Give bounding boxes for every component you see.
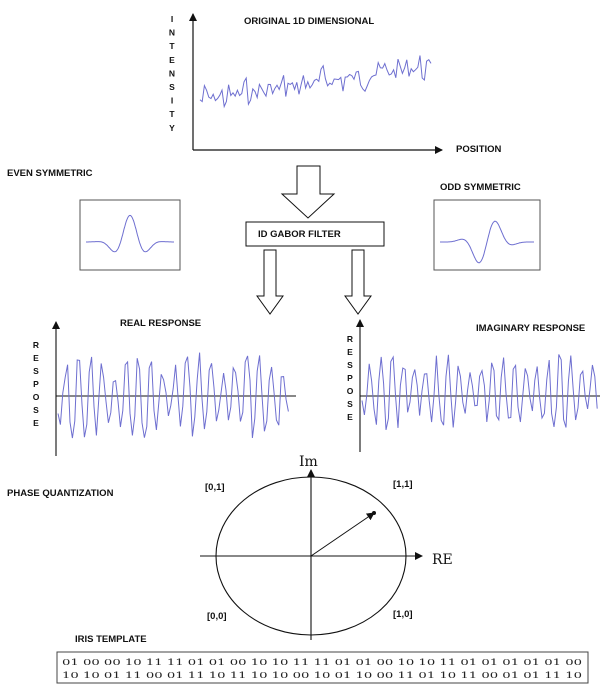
odd-symmetric-wave <box>440 220 534 264</box>
iris-template-row-2: 10 10 01 11 00 01 11 10 11 10 10 00 10 0… <box>62 671 582 681</box>
even-symmetric-box <box>79 199 181 271</box>
axis-letter: T <box>169 109 175 119</box>
axis-letter: S <box>33 405 39 415</box>
axis-letter: S <box>347 399 353 409</box>
iris-template-row-1: 01 00 00 10 11 11 01 01 00 10 10 11 11 0… <box>62 658 582 668</box>
filter-input-arrow <box>280 165 336 219</box>
original-signal-line <box>199 55 432 109</box>
axis-letter: E <box>33 418 39 428</box>
axis-letter: P <box>33 379 39 389</box>
axis-letter: I <box>171 14 173 24</box>
even-symmetric-label: EVEN SYMMETRIC <box>7 168 93 179</box>
imaginary-response-line <box>361 354 598 431</box>
real-output-arrow <box>256 249 284 315</box>
imaginary-response-title: IMAGINARY RESPONSE <box>476 323 585 334</box>
real-response-line <box>57 352 289 439</box>
axis-letter: O <box>33 392 40 402</box>
gabor-filter-label: ID GABOR FILTER <box>258 229 341 240</box>
iris-template-label: IRIS TEMPLATE <box>75 634 147 645</box>
axis-letter: T <box>169 41 175 51</box>
quadrant-11-label: [1,1] <box>393 479 413 490</box>
axis-letter: E <box>347 412 353 422</box>
re-axis-label: RE <box>432 552 453 568</box>
axis-letter: E <box>169 55 175 65</box>
imaginary-output-arrow <box>344 249 372 315</box>
unit-circle <box>215 476 407 636</box>
odd-symmetric-label: ODD SYMMETRIC <box>440 182 521 193</box>
phase-quantization-diagram: PHASE QUANTIZATION Im RE [0,1] [1,1] [0,… <box>7 454 453 640</box>
axis-letter: R <box>347 334 353 344</box>
real-response-title: REAL RESPONSE <box>120 318 201 329</box>
phase-vector <box>310 512 375 557</box>
axis-letter: I <box>171 96 173 106</box>
odd-symmetric-box <box>433 199 541 271</box>
phase-quantization-label: PHASE QUANTIZATION <box>7 488 114 499</box>
iris-template-box <box>56 651 589 684</box>
even-symmetric-wave <box>86 214 174 253</box>
axis-letter: P <box>347 373 353 383</box>
position-axis-label: POSITION <box>456 144 502 155</box>
axis-letter: S <box>347 360 353 370</box>
axis-letter: E <box>347 347 353 357</box>
original-signal-title: ORIGINAL 1D DIMENSIONAL <box>244 16 374 27</box>
axis-letter: N <box>169 68 175 78</box>
axis-letter: R <box>33 340 39 350</box>
axis-letter: E <box>33 353 39 363</box>
im-axis-label: Im <box>299 454 318 470</box>
axis-letter: N <box>169 28 175 38</box>
axis-letter: S <box>33 366 39 376</box>
axis-letter: Y <box>169 123 175 133</box>
axis-letter: S <box>169 82 175 92</box>
phase-vector-tip <box>372 511 376 515</box>
quadrant-01-label: [0,1] <box>205 482 225 493</box>
quadrant-00-label: [0,0] <box>207 611 227 622</box>
axis-letter: O <box>347 386 354 396</box>
gabor-filter-box <box>245 221 385 247</box>
quadrant-10-label: [1,0] <box>393 609 413 620</box>
